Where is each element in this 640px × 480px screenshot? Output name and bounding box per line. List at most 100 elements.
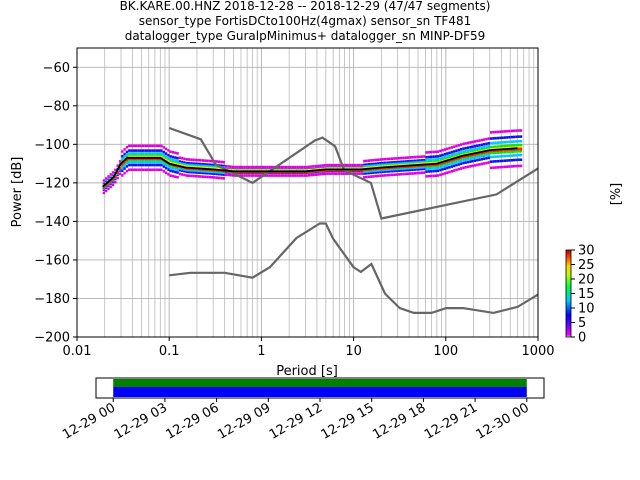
timeline-bar-used (113, 387, 527, 397)
density-cell (496, 159, 500, 163)
density-cell (446, 171, 449, 175)
density-cell (423, 158, 426, 162)
density-cell (190, 158, 193, 161)
density-cell (466, 146, 470, 149)
density-cell (478, 158, 481, 162)
density-cell (164, 147, 168, 151)
density-cell (323, 164, 327, 167)
density-cell (448, 163, 451, 166)
density-cell (450, 165, 454, 168)
timeline-bar-data (113, 379, 527, 387)
density-cell (222, 160, 225, 164)
density-cell (519, 147, 523, 151)
density-cell (512, 140, 516, 143)
density-cell (508, 129, 511, 133)
density-cell (132, 152, 135, 155)
density-cell (171, 155, 175, 159)
density-cell (257, 174, 260, 177)
density-cell (402, 167, 405, 170)
density-cell (132, 168, 135, 172)
density-cell (462, 158, 465, 162)
density-cell (365, 175, 368, 179)
density-cell (478, 155, 481, 159)
density-cell (381, 158, 384, 161)
density-cell (128, 163, 131, 167)
density-cell (436, 155, 440, 158)
density-cell (111, 178, 115, 181)
density-cell (204, 175, 207, 179)
density-cell (455, 160, 458, 164)
density-cell (402, 172, 405, 176)
density-cell (455, 152, 458, 155)
density-cell (160, 144, 163, 148)
timeline-tick-label: 12-30 00 (474, 400, 532, 442)
density-cell (128, 168, 131, 172)
density-cell (164, 166, 168, 170)
density-cell (217, 171, 221, 174)
density-cell (146, 168, 149, 172)
density-cell (123, 152, 126, 156)
density-cell (383, 161, 387, 165)
density-cell (268, 165, 271, 169)
density-cell (473, 164, 477, 167)
density-cell (416, 171, 419, 175)
density-cell (489, 137, 493, 140)
density-cell (197, 164, 200, 167)
density-cell (448, 151, 451, 155)
density-cell (123, 171, 126, 175)
density-cell (300, 174, 304, 177)
density-cell (162, 157, 165, 160)
density-cell (139, 144, 142, 148)
density-cell (307, 165, 311, 169)
density-cell (457, 143, 460, 147)
density-cell (222, 177, 225, 180)
density-cell (411, 161, 414, 165)
density-cell (388, 157, 391, 161)
density-cell (132, 144, 135, 148)
density-cell (187, 161, 191, 165)
density-cell (466, 165, 470, 169)
density-cell (169, 166, 172, 170)
density-cell (211, 165, 214, 168)
density-cell (395, 160, 398, 164)
density-cell (208, 159, 212, 163)
density-cell (476, 163, 479, 167)
density-cell (347, 163, 350, 167)
density-cell (167, 149, 170, 152)
density-cell (296, 174, 299, 177)
density-cell (176, 168, 179, 171)
density-cell (213, 176, 216, 179)
density-cell (492, 145, 495, 149)
density-cell (376, 170, 380, 174)
density-cell (517, 147, 520, 151)
density-cell (450, 162, 454, 165)
density-cell (478, 139, 481, 142)
y-tick-label: −160 (34, 253, 70, 268)
density-cell (476, 158, 479, 162)
density-cell (326, 163, 329, 167)
density-cell (280, 165, 283, 169)
density-cell (164, 163, 168, 167)
density-cell (277, 165, 281, 169)
density-cell (298, 165, 301, 169)
density-cell (190, 162, 193, 165)
density-cell (141, 152, 145, 155)
density-cell (480, 155, 484, 158)
density-cell (439, 154, 442, 157)
density-cell (174, 162, 177, 166)
density-cell (259, 174, 262, 177)
density-cell (199, 175, 202, 178)
density-cell (510, 154, 513, 157)
colorbar-tick-label: 5 (578, 316, 586, 331)
density-cell (519, 146, 523, 149)
density-cell (227, 165, 230, 168)
density-cell (194, 169, 198, 173)
density-cell (358, 163, 361, 167)
density-cell (508, 150, 511, 154)
density-cell (402, 160, 405, 163)
density-cell (330, 163, 334, 167)
density-cell (213, 172, 216, 176)
density-cell (169, 155, 172, 158)
density-cell (374, 164, 377, 167)
density-cell (413, 171, 417, 175)
